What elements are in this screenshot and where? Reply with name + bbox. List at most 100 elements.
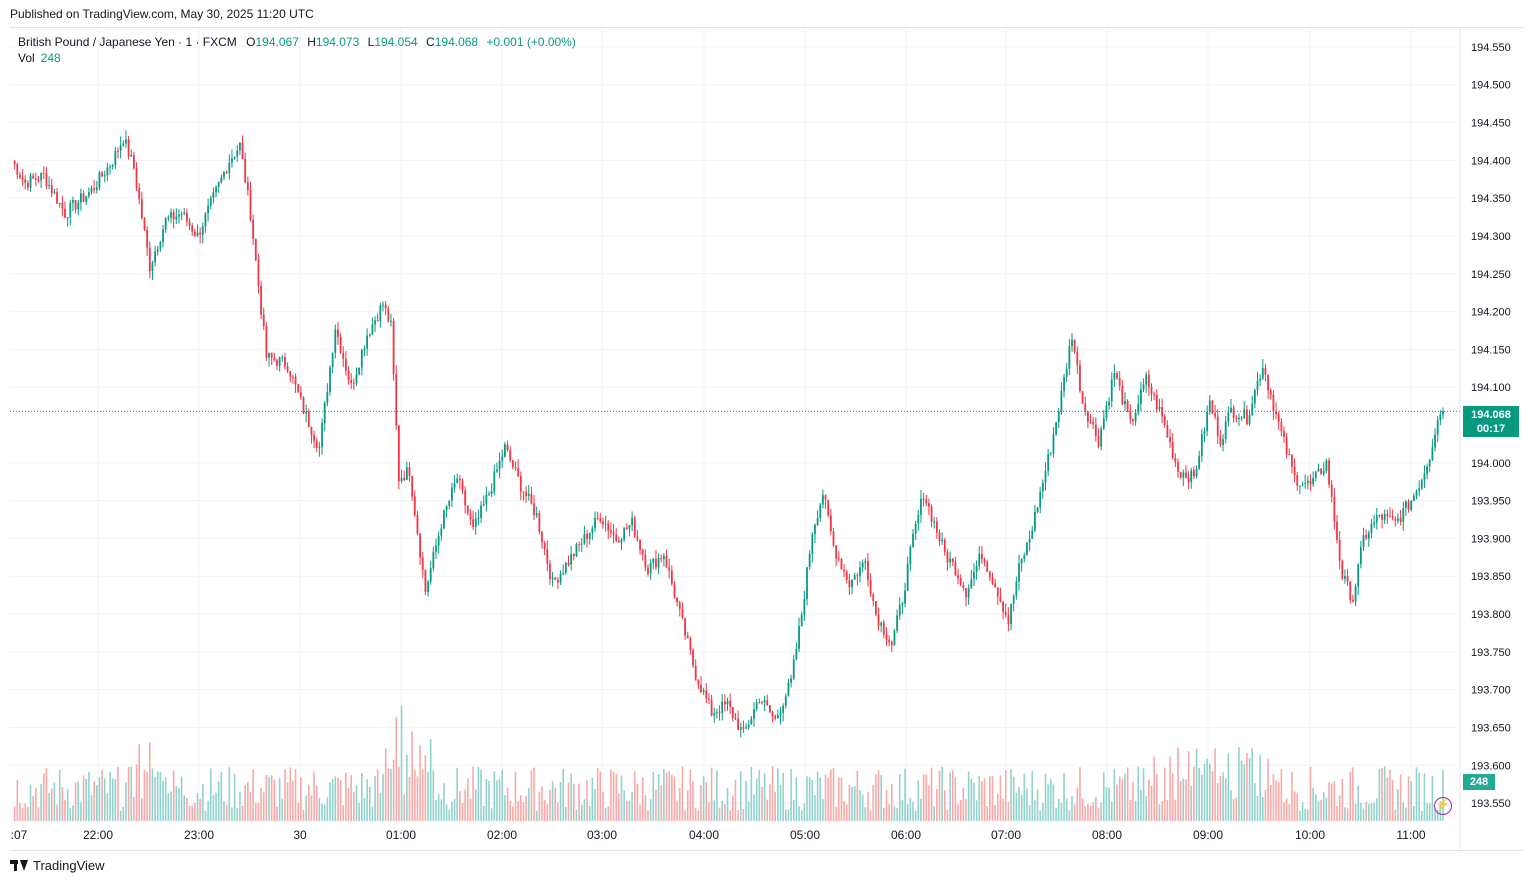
candle-body — [747, 724, 750, 728]
candle-body — [363, 348, 366, 351]
candle-body — [755, 702, 758, 710]
candle-body — [387, 308, 390, 322]
candle-body — [808, 553, 811, 568]
candle-body — [1110, 379, 1113, 402]
candle-body — [1129, 412, 1132, 420]
y-tick-label: 193.600 — [1471, 760, 1511, 772]
x-tick-label: 03:00 — [587, 828, 617, 842]
candle-body — [1344, 576, 1346, 579]
candle-body — [1193, 470, 1195, 477]
candle-body — [978, 553, 981, 566]
candle-body — [1341, 560, 1344, 579]
candle-body — [535, 513, 538, 516]
candle-body — [670, 570, 673, 584]
candle-body — [981, 553, 983, 560]
candle-body — [318, 447, 321, 449]
candle-body — [1179, 472, 1182, 478]
candle-body — [572, 554, 575, 557]
candle-body — [554, 577, 557, 580]
open-label: O — [246, 35, 256, 49]
last-volume-tag: 248 — [1463, 774, 1495, 790]
candle-body — [1275, 411, 1277, 415]
candle-body — [583, 533, 586, 544]
candle-body — [435, 545, 437, 552]
candle-body — [697, 680, 700, 685]
close-value: 194.068 — [434, 35, 479, 49]
candle-body — [1121, 386, 1124, 405]
candle-body — [620, 539, 623, 543]
candle-body — [1291, 455, 1293, 467]
chart-frame[interactable] — [10, 27, 1524, 851]
candle-body — [700, 684, 702, 693]
candle-body — [119, 145, 122, 152]
y-tick-label: 194.000 — [1471, 458, 1511, 470]
candle-body — [1248, 415, 1251, 425]
candle-body — [1357, 564, 1360, 587]
candle-body — [1256, 380, 1259, 391]
candle-body — [1322, 471, 1325, 475]
candle-body — [856, 575, 859, 577]
symbol-label[interactable]: British Pound / Japanese Yen · 1 · FXCM — [18, 35, 237, 49]
candle-body — [307, 411, 310, 427]
candle-body — [1081, 391, 1084, 404]
y-tick-label: 194.200 — [1471, 307, 1511, 319]
candle-body — [278, 357, 281, 366]
candle-body — [156, 249, 159, 252]
candle-body — [1200, 434, 1203, 457]
candle-body — [374, 320, 376, 325]
candle-body — [159, 242, 162, 250]
candle-body — [490, 491, 493, 494]
candle-body — [427, 581, 429, 593]
candle-body — [395, 374, 398, 426]
candle-body — [1232, 407, 1235, 418]
candle-body — [400, 477, 403, 482]
candle-body — [851, 579, 853, 588]
candle-body — [125, 139, 127, 144]
candle-body — [204, 213, 207, 227]
candle-body — [1333, 496, 1336, 522]
candle-body — [564, 562, 567, 573]
candle-body — [1020, 558, 1023, 564]
candle-body — [625, 527, 628, 529]
candle-body — [1166, 425, 1169, 438]
candle-body — [69, 202, 72, 218]
candle-body — [538, 513, 541, 532]
low-label: L — [367, 35, 375, 49]
candle-body — [559, 573, 562, 583]
candle-body — [983, 559, 986, 562]
candle-body — [829, 515, 832, 532]
candle-body — [1041, 482, 1044, 492]
y-tick-label: 193.650 — [1471, 722, 1511, 734]
candle-body — [1047, 454, 1050, 471]
candle-body — [716, 712, 718, 714]
candle-body — [949, 558, 951, 563]
candle-body — [941, 539, 944, 542]
candle-body — [111, 165, 114, 167]
candle-body — [1039, 491, 1042, 508]
candle-body — [352, 383, 355, 385]
candle-body — [822, 495, 824, 505]
candle-body — [379, 305, 382, 321]
candle-body — [779, 712, 782, 716]
lightning-icon[interactable]: ⚡ — [1434, 797, 1452, 815]
candle-body — [56, 192, 58, 204]
candle-body — [504, 444, 506, 457]
candle-body — [957, 575, 959, 578]
candle-body — [66, 217, 69, 219]
candle-body — [355, 374, 358, 384]
volume-label[interactable]: Vol — [18, 51, 35, 65]
candle-body — [557, 579, 559, 583]
candle-body — [890, 641, 893, 646]
candle-body — [692, 650, 694, 666]
tradingview-logo[interactable]: TradingView — [10, 858, 105, 873]
candle-body — [1346, 576, 1349, 582]
candle-body — [1418, 488, 1421, 491]
candle-body — [135, 168, 138, 188]
candle-body — [644, 555, 647, 568]
candle-body — [501, 456, 504, 461]
candle-body — [40, 172, 43, 181]
candle-body — [1264, 367, 1267, 375]
candle-body — [1304, 482, 1307, 485]
candle-body — [1367, 532, 1370, 539]
